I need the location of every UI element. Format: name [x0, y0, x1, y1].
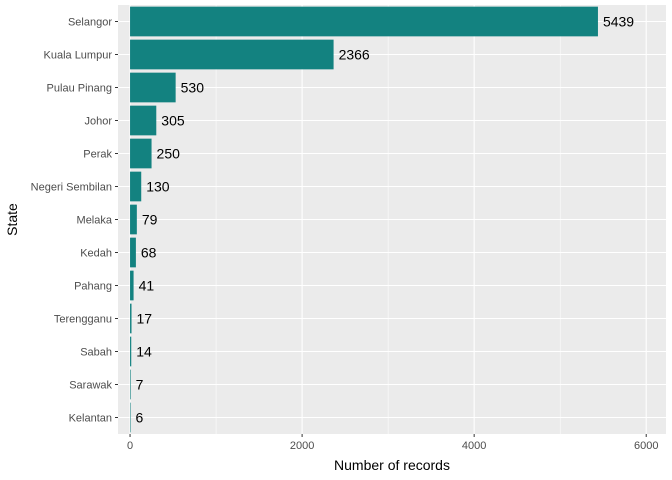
data-label: 5439	[603, 14, 634, 30]
bar-perak	[130, 138, 152, 169]
bar-johor	[130, 105, 157, 136]
bar-pahang	[130, 270, 134, 301]
data-label: 130	[146, 179, 170, 195]
y-tick-label: Pulau Pinang	[47, 83, 112, 95]
data-label: 2366	[339, 47, 370, 63]
data-label: 7	[136, 377, 144, 393]
x-tick-label: 4000	[462, 440, 486, 452]
y-tick-label: Kelantan	[69, 413, 112, 425]
y-axis: Selangor Kuala Lumpur Pulau Pinang Johor Per…	[31, 17, 118, 425]
data-label: 41	[139, 278, 155, 294]
y-tick-label: Johor	[84, 116, 112, 128]
bar-sarawak	[130, 369, 131, 400]
x-tick-label: 2000	[290, 440, 314, 452]
bars	[130, 6, 598, 433]
data-label: 68	[141, 245, 157, 261]
x-tick-label: 6000	[634, 440, 658, 452]
bar-terengganu	[130, 303, 132, 334]
data-label: 6	[136, 410, 144, 426]
data-label: 14	[136, 344, 152, 360]
y-tick-label: Sarawak	[69, 380, 112, 392]
bar-kuala-lumpur	[130, 39, 334, 70]
data-label: 79	[142, 212, 158, 228]
data-label: 250	[157, 146, 181, 162]
bar-melaka	[130, 204, 137, 235]
bar-pulau-pinang	[130, 72, 176, 103]
bar-selangor	[130, 6, 598, 37]
data-label: 17	[137, 311, 153, 327]
x-axis-title: Number of records	[334, 457, 450, 473]
data-labels: 5439 2366 530 305 250 130 79 68 41 17 14 7 6	[136, 14, 635, 426]
y-tick-label: Pahang	[74, 281, 112, 293]
x-tick-label: 0	[127, 440, 133, 452]
y-tick-label: Selangor	[68, 17, 112, 29]
y-axis-title: State	[4, 203, 20, 236]
y-tick-label: Kedah	[80, 248, 112, 260]
y-tick-label: Perak	[83, 149, 112, 161]
data-label: 305	[161, 113, 185, 129]
y-tick-label: Terengganu	[54, 314, 112, 326]
x-axis: 0 2000 4000 6000	[127, 434, 658, 452]
y-tick-label: Negeri Sembilan	[31, 182, 112, 194]
bar-negeri-sembilan	[130, 171, 142, 202]
bar-kelantan	[130, 402, 131, 433]
bar-sabah	[130, 336, 132, 367]
y-tick-label: Melaka	[77, 215, 113, 227]
y-tick-label: Sabah	[80, 347, 112, 359]
y-tick-label: Kuala Lumpur	[44, 50, 113, 62]
bar-kedah	[130, 237, 136, 268]
data-label: 530	[181, 80, 205, 96]
